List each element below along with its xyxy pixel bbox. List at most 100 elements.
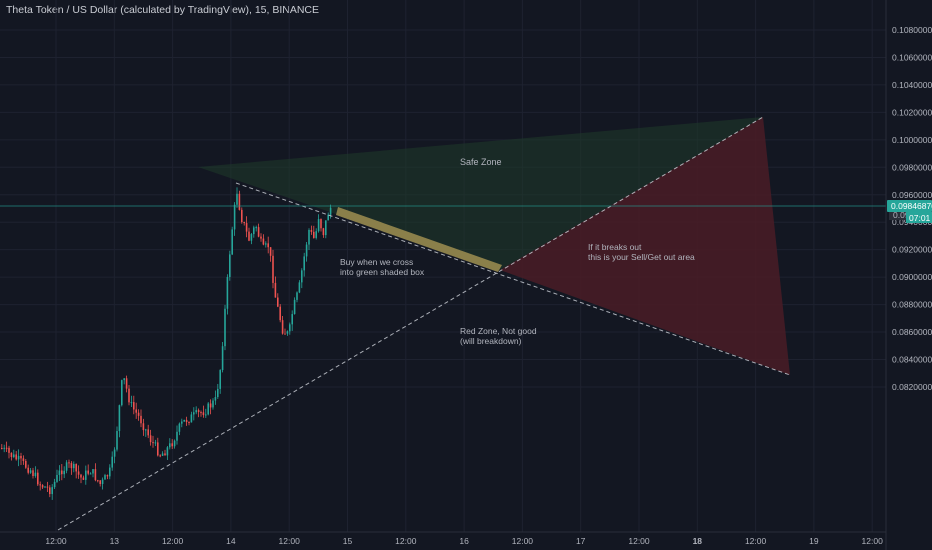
candle-body — [118, 405, 121, 432]
candle-body — [133, 402, 135, 410]
candle-body — [53, 481, 56, 488]
candles — [1, 187, 332, 500]
candle-body — [46, 486, 49, 488]
candle-body — [219, 370, 221, 389]
candle-body — [265, 243, 267, 245]
buy-note-line1: Buy when we cross — [340, 257, 413, 267]
candle-body — [241, 209, 243, 223]
candle-body — [197, 410, 200, 413]
candle-body — [224, 308, 226, 347]
candle-body — [221, 346, 224, 371]
candle-body — [17, 455, 20, 460]
candle-body — [253, 227, 255, 235]
candle-body — [181, 421, 183, 424]
candle-body — [226, 277, 229, 309]
candle-body — [161, 453, 164, 456]
red-zone-line1: Red Zone, Not good — [460, 326, 537, 336]
sell-zone-shape[interactable] — [500, 117, 790, 375]
candle-body — [291, 314, 293, 325]
candle-body — [233, 204, 236, 230]
candle-body — [97, 480, 99, 482]
candle-body — [135, 409, 137, 413]
candle-body — [214, 396, 217, 401]
candle-body — [8, 447, 10, 453]
time-tick-label: 12:00 — [745, 536, 767, 546]
candle-body — [238, 193, 241, 210]
current-price-badge — [887, 200, 932, 212]
candle-body — [29, 470, 32, 473]
candle-body — [27, 467, 29, 473]
candle-body — [20, 455, 22, 459]
candle-body — [298, 282, 301, 293]
candle-body — [212, 400, 214, 408]
candle-body — [195, 410, 197, 413]
candle-body — [130, 402, 133, 404]
candle-body — [205, 414, 207, 416]
time-tick-label: 12:00 — [512, 536, 534, 546]
candle-body — [41, 485, 44, 488]
candle-body — [274, 282, 277, 298]
candle-body — [61, 470, 63, 475]
candle-body — [308, 229, 310, 245]
candle-body — [257, 227, 260, 237]
price-tick-label: 0.08200000 — [892, 382, 932, 392]
candle-body — [200, 412, 202, 414]
candle-body — [104, 475, 106, 480]
candle-body — [116, 431, 118, 450]
buy-highlight-box[interactable] — [336, 207, 502, 272]
lower-trendline[interactable] — [57, 116, 764, 531]
candle-body — [289, 324, 291, 332]
candle-body — [58, 470, 61, 475]
candle-body — [15, 454, 17, 460]
candle-body — [260, 236, 262, 239]
candle-body — [313, 231, 315, 238]
candle-body — [149, 435, 152, 443]
candle-body — [128, 388, 130, 403]
time-tick-label: 12:00 — [862, 536, 884, 546]
candle-body — [207, 403, 209, 415]
candle-body — [217, 388, 219, 397]
chart-title: Theta Token / US Dollar (calculated by T… — [6, 4, 320, 16]
candle-body — [140, 415, 142, 424]
time-tick-label: 12:00 — [279, 536, 301, 546]
candle-body — [159, 455, 161, 457]
candle-body — [154, 442, 157, 444]
sell-note-line2: this is your Sell/Get out area — [588, 252, 695, 262]
candle-body — [157, 442, 159, 456]
candle-body — [92, 469, 94, 474]
candle-body — [325, 220, 327, 236]
candle-body — [255, 227, 257, 229]
candle-body — [3, 447, 5, 449]
candle-body — [310, 229, 313, 232]
candle-body — [327, 214, 329, 221]
candle-body — [22, 458, 25, 461]
candle-body — [145, 429, 147, 431]
candle-body — [272, 255, 274, 283]
candle-body — [25, 460, 27, 468]
candle-body — [269, 247, 272, 256]
candle-body — [286, 331, 289, 334]
candle-body — [169, 443, 171, 448]
candle-body — [101, 479, 104, 484]
countdown-label: 07:01 — [909, 213, 931, 223]
candle-body — [70, 463, 73, 469]
safe-zone-shape[interactable] — [198, 117, 763, 270]
trendlines — [0, 116, 886, 531]
candle-body — [320, 219, 322, 229]
zones — [198, 117, 790, 375]
time-axis[interactable]: 12:00 13 12:00 14 12:00 15 12:00 16 12:00 17 12:00… — [0, 531, 886, 546]
candle-body — [329, 207, 332, 215]
candle-body — [303, 256, 305, 271]
candle-body — [123, 378, 125, 381]
candle-body — [188, 422, 190, 424]
time-tick-label: 12:00 — [45, 536, 67, 546]
